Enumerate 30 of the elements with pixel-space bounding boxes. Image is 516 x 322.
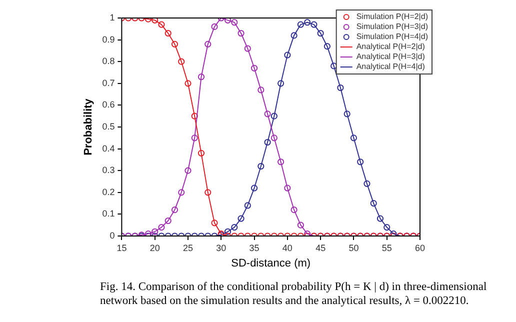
x-tick-label: 60 <box>414 242 426 253</box>
y-axis-title: Probability <box>82 98 95 156</box>
x-tick-label: 25 <box>182 242 194 253</box>
x-tick-label: 20 <box>150 242 160 253</box>
y-tick-label: 0.3 <box>102 165 115 176</box>
legend-label: Simulation P(H=2|d) <box>356 12 428 22</box>
y-tick-label: 0.6 <box>102 100 115 110</box>
caption: Fig. 14. Comparison of the conditional probability P(h = K | d) in three-dimensional network based on the simulation results and the analytical results, λ = 0.002210. <box>100 280 488 308</box>
y-tick-label: 0.5 <box>102 121 115 132</box>
legend-label: Analytical P(H=2|d) <box>356 42 426 52</box>
x-tick-label: 40 <box>282 242 292 253</box>
x-tick-label: 15 <box>116 242 127 253</box>
y-tick-label: 0.7 <box>102 78 115 88</box>
y-tick-label: 0 <box>110 230 115 240</box>
x-tick-label: 45 <box>316 242 326 253</box>
y-tick-label: 0.8 <box>102 56 115 66</box>
x-tick-label: 30 <box>216 242 226 253</box>
legend-label: Simulation P(H=4|d) <box>356 32 428 42</box>
y-tick-label: 0.2 <box>102 186 115 197</box>
x-tick-label: 55 <box>382 242 392 253</box>
y-tick-label: 0.1 <box>102 208 115 219</box>
y-tick-label: 0.9 <box>102 34 115 44</box>
x-axis-title: SD-distance (m) <box>231 257 311 270</box>
legend-label: Analytical P(H=3|d) <box>356 52 426 62</box>
y-tick-label: 1 <box>110 12 115 22</box>
legend-label: Simulation P(H=3|d) <box>356 22 428 32</box>
x-tick-label: 50 <box>348 242 359 253</box>
x-tick-label: 35 <box>249 242 260 253</box>
legend-label: Analytical P(H=4|d) <box>356 62 426 72</box>
y-tick-label: 0.4 <box>102 143 115 154</box>
